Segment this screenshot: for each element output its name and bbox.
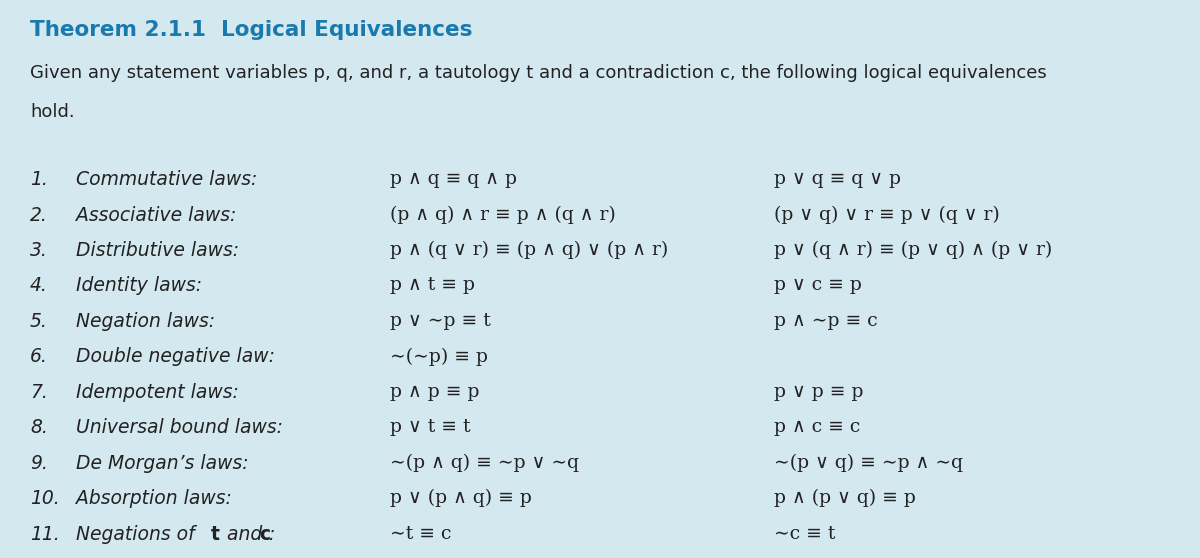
Text: 6.: 6. bbox=[30, 347, 48, 367]
Text: 11.: 11. bbox=[30, 525, 60, 543]
Text: p ∨ ∼p ≡ t: p ∨ ∼p ≡ t bbox=[390, 312, 491, 330]
Text: p ∧ (p ∨ q) ≡ p: p ∧ (p ∨ q) ≡ p bbox=[774, 489, 916, 507]
Text: 5.: 5. bbox=[30, 312, 48, 331]
Text: p ∧ t ≡ p: p ∧ t ≡ p bbox=[390, 277, 475, 295]
Text: c: c bbox=[259, 525, 270, 543]
Text: p ∧ c ≡ c: p ∧ c ≡ c bbox=[774, 418, 860, 436]
Text: Commutative laws:: Commutative laws: bbox=[76, 170, 257, 189]
Text: 4.: 4. bbox=[30, 277, 48, 296]
Text: (p ∧ q) ∧ r ≡ p ∧ (q ∧ r): (p ∧ q) ∧ r ≡ p ∧ (q ∧ r) bbox=[390, 206, 616, 224]
Text: ∼c ≡ t: ∼c ≡ t bbox=[774, 525, 835, 542]
Text: ∼t ≡ c: ∼t ≡ c bbox=[390, 525, 451, 542]
Text: Absorption laws:: Absorption laws: bbox=[76, 489, 232, 508]
Text: p ∨ t ≡ t: p ∨ t ≡ t bbox=[390, 418, 470, 436]
Text: Identity laws:: Identity laws: bbox=[76, 277, 202, 296]
Text: p ∨ q ≡ q ∨ p: p ∨ q ≡ q ∨ p bbox=[774, 170, 901, 188]
Text: 3.: 3. bbox=[30, 241, 48, 260]
Text: p ∨ (p ∧ q) ≡ p: p ∨ (p ∧ q) ≡ p bbox=[390, 489, 532, 507]
Text: 7.: 7. bbox=[30, 383, 48, 402]
Text: ∼(∼p) ≡ p: ∼(∼p) ≡ p bbox=[390, 347, 488, 365]
Text: (p ∨ q) ∨ r ≡ p ∨ (q ∨ r): (p ∨ q) ∨ r ≡ p ∨ (q ∨ r) bbox=[774, 206, 1000, 224]
Text: ∼(p ∨ q) ≡ ∼p ∧ ∼q: ∼(p ∨ q) ≡ ∼p ∧ ∼q bbox=[774, 454, 964, 472]
Text: hold.: hold. bbox=[30, 103, 74, 121]
Text: 2.: 2. bbox=[30, 206, 48, 225]
Text: Universal bound laws:: Universal bound laws: bbox=[76, 418, 283, 437]
Text: p ∨ p ≡ p: p ∨ p ≡ p bbox=[774, 383, 864, 401]
Text: Distributive laws:: Distributive laws: bbox=[76, 241, 239, 260]
Text: Idempotent laws:: Idempotent laws: bbox=[76, 383, 239, 402]
Text: ∼(p ∧ q) ≡ ∼p ∨ ∼q: ∼(p ∧ q) ≡ ∼p ∨ ∼q bbox=[390, 454, 580, 472]
Text: Theorem 2.1.1  Logical Equivalences: Theorem 2.1.1 Logical Equivalences bbox=[30, 20, 473, 40]
Text: p ∧ (q ∨ r) ≡ (p ∧ q) ∨ (p ∧ r): p ∧ (q ∨ r) ≡ (p ∧ q) ∨ (p ∧ r) bbox=[390, 241, 668, 259]
Text: p ∧ q ≡ q ∧ p: p ∧ q ≡ q ∧ p bbox=[390, 170, 517, 188]
Text: 1.: 1. bbox=[30, 170, 48, 189]
Text: p ∨ (q ∧ r) ≡ (p ∨ q) ∧ (p ∨ r): p ∨ (q ∧ r) ≡ (p ∨ q) ∧ (p ∨ r) bbox=[774, 241, 1052, 259]
Text: p ∧ ∼p ≡ c: p ∧ ∼p ≡ c bbox=[774, 312, 877, 330]
Text: p ∧ p ≡ p: p ∧ p ≡ p bbox=[390, 383, 480, 401]
Text: and: and bbox=[221, 525, 268, 543]
Text: De Morgan’s laws:: De Morgan’s laws: bbox=[76, 454, 248, 473]
Text: Associative laws:: Associative laws: bbox=[76, 206, 236, 225]
Text: Given any statement variables p, q, and r, a tautology t and a contradiction c, : Given any statement variables p, q, and … bbox=[30, 64, 1046, 82]
Text: 9.: 9. bbox=[30, 454, 48, 473]
Text: Negations of: Negations of bbox=[76, 525, 200, 543]
Text: p ∨ c ≡ p: p ∨ c ≡ p bbox=[774, 277, 862, 295]
Text: Negation laws:: Negation laws: bbox=[76, 312, 215, 331]
Text: 8.: 8. bbox=[30, 418, 48, 437]
Text: :: : bbox=[268, 525, 274, 543]
Text: 10.: 10. bbox=[30, 489, 60, 508]
Text: t: t bbox=[211, 525, 220, 543]
Text: Double negative law:: Double negative law: bbox=[76, 347, 275, 367]
